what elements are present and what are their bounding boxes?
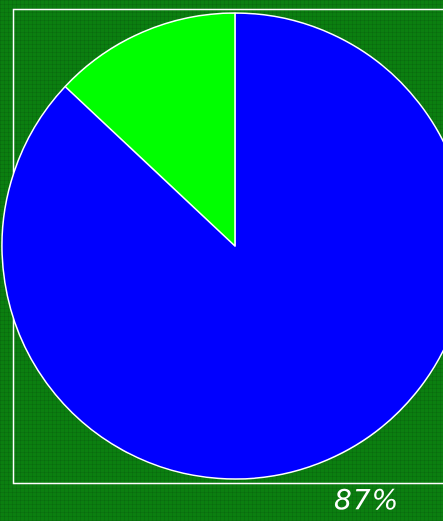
pie-slices — [1, 12, 443, 480]
percentage-label: 87% — [334, 483, 400, 516]
pie-slice-1 — [64, 12, 236, 247]
pie-slice-0 — [1, 12, 443, 480]
